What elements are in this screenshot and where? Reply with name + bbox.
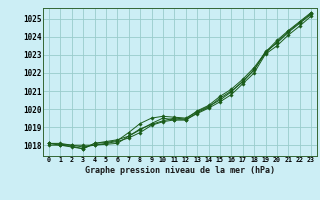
X-axis label: Graphe pression niveau de la mer (hPa): Graphe pression niveau de la mer (hPa) <box>85 166 275 175</box>
